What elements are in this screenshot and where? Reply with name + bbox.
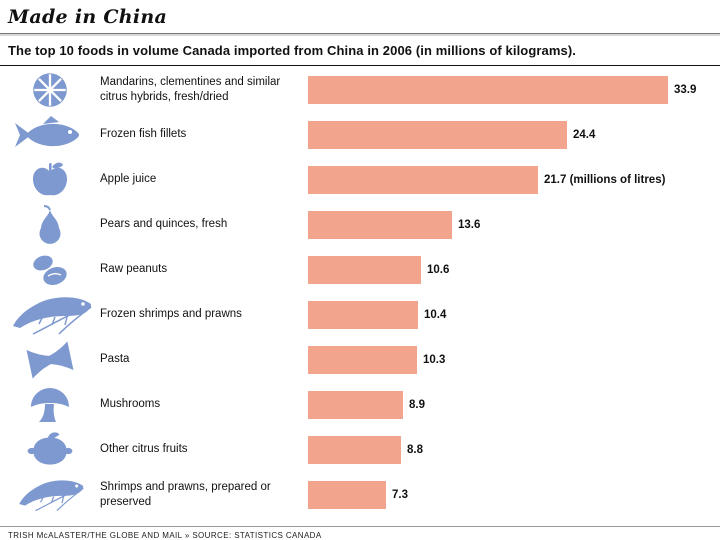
bar-chart: Mandarins, clementines and similar citru… — [0, 66, 720, 526]
value-label: 10.6 — [427, 263, 450, 276]
lemon-icon — [0, 431, 100, 469]
category-label: Shrimps and prawns, prepared or preserve… — [100, 481, 271, 508]
category-label: Other citrus fruits — [100, 443, 188, 456]
bar-track: 8.9 — [308, 390, 720, 419]
value-label: 8.9 — [409, 398, 425, 411]
bar-track: 10.3 — [308, 345, 720, 374]
chart-subtitle: The top 10 foods in volume Canada import… — [8, 43, 576, 58]
bar — [308, 165, 538, 194]
source-credit: TRISH McALASTER/THE GLOBE AND MAIL » SOU… — [0, 526, 720, 540]
category-label: Pasta — [100, 353, 130, 366]
chart-row: Mandarins, clementines and similar citru… — [0, 67, 720, 112]
category-label: Mandarins, clementines and similar citru… — [100, 76, 281, 103]
category-label: Raw peanuts — [100, 263, 168, 276]
bar-track: 24.4 — [308, 120, 720, 149]
page-title: Made in China — [8, 6, 168, 28]
bar — [308, 300, 418, 329]
chart-row: Apple juice 21.7 (millions of litres) — [0, 157, 720, 202]
bar — [308, 255, 421, 284]
subtitle-bar: The top 10 foods in volume Canada import… — [0, 34, 720, 66]
apple-icon — [0, 160, 100, 200]
value-label: 13.6 — [458, 218, 481, 231]
chart-row: Pasta 10.3 — [0, 337, 720, 382]
fish-icon — [0, 115, 100, 155]
citrus-slice-icon — [0, 69, 100, 111]
shrimp-icon — [0, 476, 100, 514]
pear-icon — [0, 204, 100, 246]
peanuts-icon — [0, 250, 100, 290]
bar-track: 10.6 — [308, 255, 720, 284]
chart-row: Pears and quinces, fresh 13.6 — [0, 202, 720, 247]
bar — [308, 390, 403, 419]
bar-track: 10.4 — [308, 300, 720, 329]
category-label: Frozen fish fillets — [100, 128, 187, 141]
bar — [308, 120, 567, 149]
bar — [308, 435, 401, 464]
category-label: Mushrooms — [100, 398, 161, 411]
mushroom-icon — [0, 385, 100, 425]
value-label: 24.4 — [573, 128, 596, 141]
bar — [308, 210, 452, 239]
chart-row: Frozen shrimps and prawns 10.4 — [0, 292, 720, 337]
category-label: Apple juice — [100, 173, 157, 186]
value-label: 8.8 — [407, 443, 423, 456]
bar-track: 21.7 (millions of litres) — [308, 165, 720, 194]
chart-row: Other citrus fruits 8.8 — [0, 427, 720, 472]
bar-track: 8.8 — [308, 435, 720, 464]
category-label: Pears and quinces, fresh — [100, 218, 228, 231]
bar — [308, 75, 668, 104]
masthead: Made in China — [0, 0, 720, 34]
bar-track: 13.6 — [308, 210, 720, 239]
shrimp-icon — [0, 294, 100, 336]
bar — [308, 345, 417, 374]
bar-track: 7.3 — [308, 480, 720, 509]
value-label: 7.3 — [392, 488, 408, 501]
chart-row: Frozen fish fillets 24.4 — [0, 112, 720, 157]
chart-row: Shrimps and prawns, prepared or preserve… — [0, 472, 720, 517]
value-label: 33.9 — [674, 83, 697, 96]
bar — [308, 480, 386, 509]
value-label: 10.4 — [424, 308, 447, 321]
chart-row: Mushrooms 8.9 — [0, 382, 720, 427]
value-label: 21.7 (millions of litres) — [544, 173, 666, 186]
category-label: Frozen shrimps and prawns — [100, 308, 242, 321]
value-label: 10.3 — [423, 353, 446, 366]
chart-row: Raw peanuts 10.6 — [0, 247, 720, 292]
pasta-bowtie-icon — [0, 340, 100, 379]
bar-track: 33.9 — [308, 75, 720, 104]
